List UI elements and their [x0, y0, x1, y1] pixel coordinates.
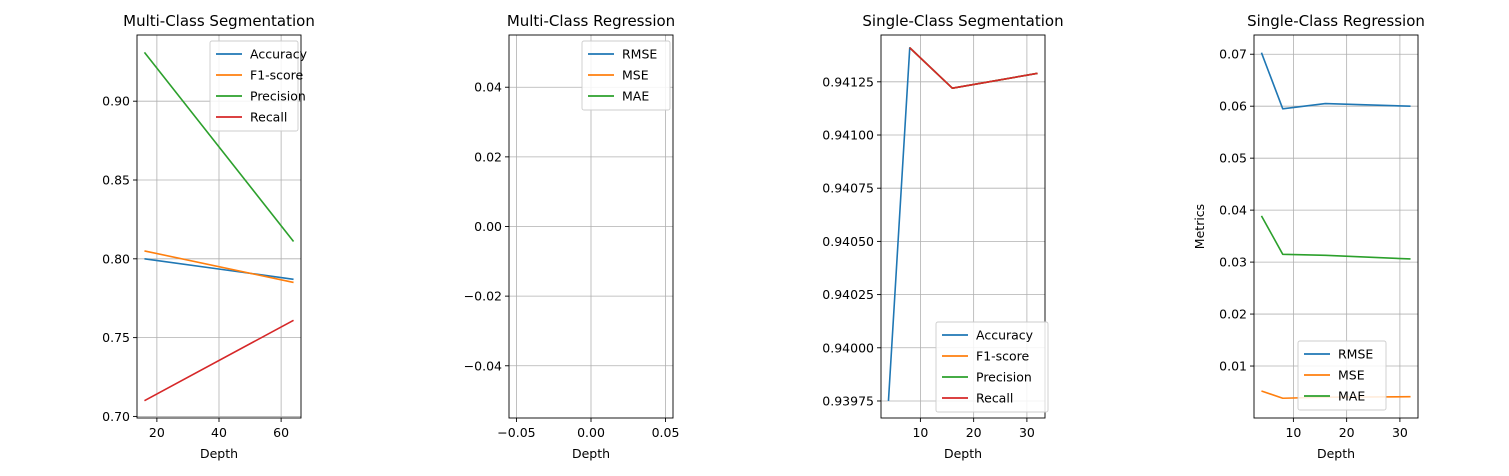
legend-box — [209, 40, 299, 132]
legend-label-f1-score: F1-score — [250, 68, 304, 83]
legend-label-precision: Precision — [976, 370, 1032, 385]
y-tick-label: 0.80 — [102, 251, 130, 266]
x-tick-label: 10 — [912, 425, 928, 440]
axes-frame — [1253, 34, 1419, 419]
legend-label-mse: MSE — [622, 68, 649, 83]
series-line-f1-score — [144, 250, 294, 284]
legend-label-mae: MAE — [622, 89, 649, 104]
y-tick-label: 0.94075 — [822, 181, 874, 196]
legend-box — [935, 321, 1049, 413]
x-tick-label: 20 — [1339, 425, 1355, 440]
x-tick-label: 10 — [1285, 425, 1301, 440]
x-tick-label: 30 — [1019, 425, 1035, 440]
legend: Accuracy F1-score Precision Recall — [935, 321, 1049, 413]
y-tick-label: 0.94025 — [822, 287, 874, 302]
y-tick-label: 0.00 — [474, 219, 502, 234]
x-tick-label: 20 — [966, 425, 982, 440]
y-axis-label: Metrics — [1192, 204, 1207, 249]
panel-single-class-segmentation: 10 20 30 0.93975 0.94000 0.94025 0.94050 0.9407… — [822, 12, 1063, 461]
legend-label-accuracy: Accuracy — [976, 328, 1034, 343]
y-tick-label: 0.75 — [102, 330, 130, 345]
legend-box — [1297, 340, 1387, 411]
series-lines — [887, 46, 1038, 402]
series-line-recall — [909, 47, 1038, 89]
y-tick-label: 0.05 — [1219, 151, 1247, 166]
panel-single-class-regression: 10 20 30 0.01 0.02 0.03 0.04 0.05 0.06 0.07 Single… — [1192, 12, 1425, 461]
x-axis-label: Depth — [1317, 446, 1355, 461]
y-tick-label: 0.94050 — [822, 234, 874, 249]
y-tick-label: 0.04 — [474, 80, 502, 95]
legend-label-recall: Recall — [976, 391, 1013, 406]
x-axis-label: Depth — [200, 446, 238, 461]
legend: RMSE MSE MAE — [581, 40, 671, 111]
y-tick-label: 0.06 — [1219, 99, 1247, 114]
series-line-precision — [143, 51, 295, 242]
y-tick-label: −0.04 — [464, 358, 502, 373]
chart-title: Multi-Class Segmentation — [123, 12, 315, 30]
chart-title: Multi-Class Regression — [507, 12, 675, 30]
x-axis-label: Depth — [572, 446, 610, 461]
y-tick-label: −0.02 — [464, 289, 502, 304]
y-tick-label: 0.02 — [474, 149, 502, 164]
legend: RMSE MSE MAE — [1297, 340, 1387, 411]
x-tick-label: 0.00 — [577, 425, 605, 440]
y-tick-label: 0.94125 — [822, 74, 874, 89]
series-line-mae — [1260, 215, 1411, 260]
x-tick-label: 40 — [211, 425, 227, 440]
y-tick-label: 0.07 — [1219, 47, 1247, 62]
y-tick-label: 0.70 — [102, 409, 130, 424]
legend-label-f1-score: F1-score — [976, 349, 1030, 364]
y-tick-label: 0.04 — [1219, 203, 1247, 218]
x-tick-label: 0.05 — [652, 425, 680, 440]
x-tick-label: 30 — [1392, 425, 1408, 440]
legend-label-recall: Recall — [250, 110, 287, 125]
y-tick-label: 0.85 — [102, 173, 130, 188]
legend: Accuracy F1-score Precision Recall — [209, 40, 308, 132]
legend-label-accuracy: Accuracy — [250, 47, 308, 62]
x-tick-label: 60 — [273, 425, 289, 440]
x-tick-label: 20 — [149, 425, 165, 440]
x-tick-label: −0.05 — [497, 425, 535, 440]
legend-label-mse: MSE — [1338, 368, 1365, 383]
series-lines — [143, 51, 295, 402]
series-line-rmse — [1260, 52, 1411, 110]
y-tick-label: 0.94000 — [822, 340, 874, 355]
y-tick-label: 0.90 — [102, 94, 130, 109]
series-line-recall — [144, 319, 294, 402]
chart-title: Single-Class Regression — [1247, 12, 1425, 30]
legend-label-rmse: RMSE — [1338, 347, 1373, 362]
y-tick-label: 0.01 — [1219, 359, 1247, 374]
panel-multi-class-regression: −0.05 0.00 0.05 −0.04 −0.02 0.00 0.02 0.04 Multi… — [464, 12, 680, 461]
y-tick-label: 0.03 — [1219, 255, 1247, 270]
chart-title: Single-Class Segmentation — [862, 12, 1063, 30]
y-tick-label: 0.02 — [1219, 307, 1247, 322]
y-tick-label: 0.93975 — [822, 393, 874, 408]
panel-multi-class-segmentation: 20 40 60 0.70 0.75 0.80 0.85 0.90 Multi-Class Se… — [102, 12, 315, 461]
legend-label-rmse: RMSE — [622, 47, 657, 62]
legend-label-mae: MAE — [1338, 389, 1365, 404]
x-axis-label: Depth — [944, 446, 982, 461]
legend-label-precision: Precision — [250, 89, 306, 104]
series-line-accuracy — [144, 258, 294, 281]
y-tick-label: 0.94100 — [822, 128, 874, 143]
legend-box — [581, 40, 671, 111]
axes-frame — [880, 34, 1046, 419]
